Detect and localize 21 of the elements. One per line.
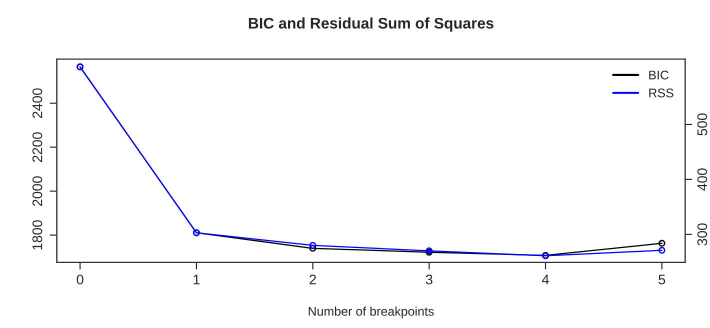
y2-tick-label: 400: [697, 168, 708, 191]
y-tick-label: 2000: [32, 176, 42, 206]
x-tick-label: 0: [76, 274, 84, 284]
legend-label: RSS: [649, 88, 674, 98]
chart-title: BIC and Residual Sum of Squares: [248, 17, 494, 32]
point: [658, 246, 666, 254]
point: [309, 242, 316, 249]
x-axis-title: Number of breakpoints: [308, 306, 434, 318]
y-tick-label: 1800: [32, 220, 42, 250]
x-tick-label: 1: [194, 274, 200, 284]
x-tick-label: 3: [426, 274, 432, 284]
x-tick-label: 2: [310, 274, 316, 284]
y-tick-label: 2400: [32, 88, 42, 118]
y-tick-label: 2200: [32, 132, 42, 162]
point: [658, 240, 666, 247]
legend-label: BIC: [649, 70, 669, 80]
point: [309, 244, 316, 252]
x-tick-label: 4: [542, 274, 549, 284]
x-tick-label: 5: [658, 274, 666, 284]
y2-tick-label: 300: [697, 223, 708, 246]
y2-tick-label: 500: [697, 113, 708, 136]
